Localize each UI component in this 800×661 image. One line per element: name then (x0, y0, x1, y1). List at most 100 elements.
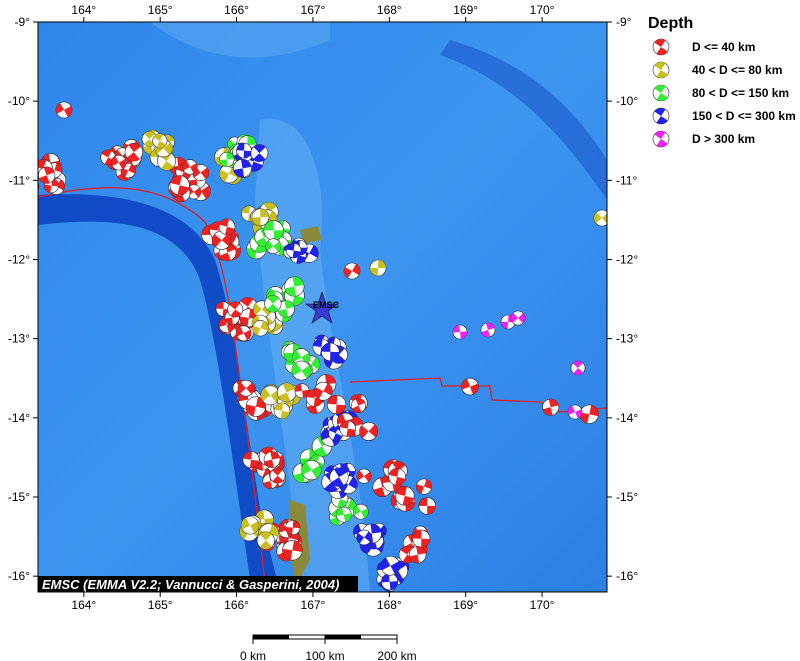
focal-quadrant (236, 143, 245, 151)
focal-quadrant (364, 531, 372, 542)
focal-quadrant (259, 531, 272, 541)
y-tick-label: -13° (616, 332, 638, 346)
focal-quadrant (343, 513, 352, 523)
focal-quadrant (250, 161, 263, 172)
scale-segment (325, 635, 361, 639)
focal-quadrant (241, 517, 251, 530)
y-tick-label: -15° (616, 490, 638, 504)
focal-quadrant (353, 505, 361, 516)
focal-quadrant (656, 116, 668, 124)
focal-quadrant (292, 276, 304, 287)
focal-quadrant (219, 218, 230, 227)
focal-quadrant (278, 308, 289, 318)
focal-quadrant (264, 459, 274, 468)
focal-quadrant (654, 131, 666, 139)
focal-quadrant (351, 405, 362, 413)
focal-quadrant (212, 234, 222, 248)
y-tick-label: -14° (616, 411, 638, 425)
focal-quadrant (390, 561, 400, 575)
focal-quadrant (309, 245, 319, 258)
focal-quadrant (485, 323, 495, 330)
focal-quadrant (43, 166, 55, 176)
y-tick-label: -11° (9, 173, 30, 187)
focal-quadrant (363, 471, 372, 482)
focal-quadrant (282, 383, 296, 393)
focal-quadrant (416, 546, 426, 555)
focal-quadrant (379, 525, 387, 536)
focal-quadrant (381, 573, 390, 583)
y-tick-label: -11° (616, 173, 637, 187)
focal-quadrant (392, 461, 406, 472)
focal-quadrant (656, 70, 668, 78)
focal-quadrant (144, 131, 155, 140)
focal-quadrant (572, 361, 583, 368)
focal-quadrant (360, 508, 369, 519)
scale-segment (253, 635, 289, 639)
x-tick-label: 165° (148, 598, 173, 612)
focal-quadrant (253, 144, 266, 154)
focal-quadrant (285, 527, 293, 535)
focal-quadrant (321, 427, 331, 441)
focal-quadrant (280, 410, 290, 419)
focal-quadrant (239, 316, 249, 327)
focal-quadrant (334, 467, 347, 478)
focal-quadrant (373, 487, 385, 497)
focal-quadrant (170, 175, 182, 186)
focal-quadrant (294, 383, 303, 392)
focal-quadrant (263, 481, 273, 489)
focal-quadrant (284, 286, 297, 297)
focal-quadrant (310, 357, 320, 370)
focal-quadrant (310, 454, 320, 462)
focal-quadrant (219, 169, 229, 183)
x-tick-label: 170° (530, 3, 555, 17)
focal-quadrant (260, 208, 269, 218)
focal-quadrant (224, 226, 235, 235)
focal-quadrant (314, 386, 324, 400)
focal-quadrant (278, 523, 287, 533)
focal-quadrant (156, 140, 167, 149)
focal-quadrant (412, 530, 422, 539)
focal-quadrant (356, 470, 364, 481)
focal-quadrant (260, 320, 269, 331)
focal-quadrant (64, 106, 72, 117)
focal-quadrant (306, 389, 316, 398)
focal-quadrant (575, 409, 583, 419)
focal-quadrant (654, 85, 666, 93)
focal-quadrant (245, 404, 256, 417)
focal-quadrant (274, 402, 284, 411)
focal-quadrant (395, 486, 407, 496)
focal-quadrant (153, 133, 164, 141)
focal-quadrant (292, 250, 301, 258)
focal-quadrant (548, 399, 559, 408)
focal-quadrant (313, 338, 323, 348)
focal-quadrant (265, 240, 274, 252)
x-tick-label: 166° (224, 3, 249, 17)
focal-quadrant (301, 461, 312, 475)
focal-quadrant (241, 205, 251, 214)
focal-quadrant (292, 350, 302, 363)
x-tick-label: 170° (530, 598, 555, 612)
focal-quadrant (460, 331, 467, 339)
focal-quadrant (573, 368, 584, 376)
focal-quadrant (518, 313, 525, 324)
focal-quadrant (219, 252, 231, 261)
focal-quadrant (602, 213, 607, 224)
focal-quadrant (177, 185, 190, 195)
focal-quadrant (402, 554, 415, 563)
y-tick-label: -10° (616, 94, 638, 108)
focal-quadrant (336, 507, 344, 517)
focal-quadrant (337, 499, 348, 508)
focal-quadrant (427, 505, 436, 515)
focal-quadrant (254, 243, 268, 253)
focal-quadrant (240, 159, 252, 169)
focal-quadrant (402, 495, 414, 506)
focal-quadrant (243, 150, 252, 159)
focal-quadrant (323, 383, 333, 396)
focal-quadrant (395, 476, 406, 486)
focal-quadrant (44, 184, 52, 193)
focal-quadrant (370, 267, 378, 276)
focal-quadrant (273, 230, 284, 241)
focal-quadrant (249, 459, 260, 468)
focal-quadrant (286, 243, 295, 251)
